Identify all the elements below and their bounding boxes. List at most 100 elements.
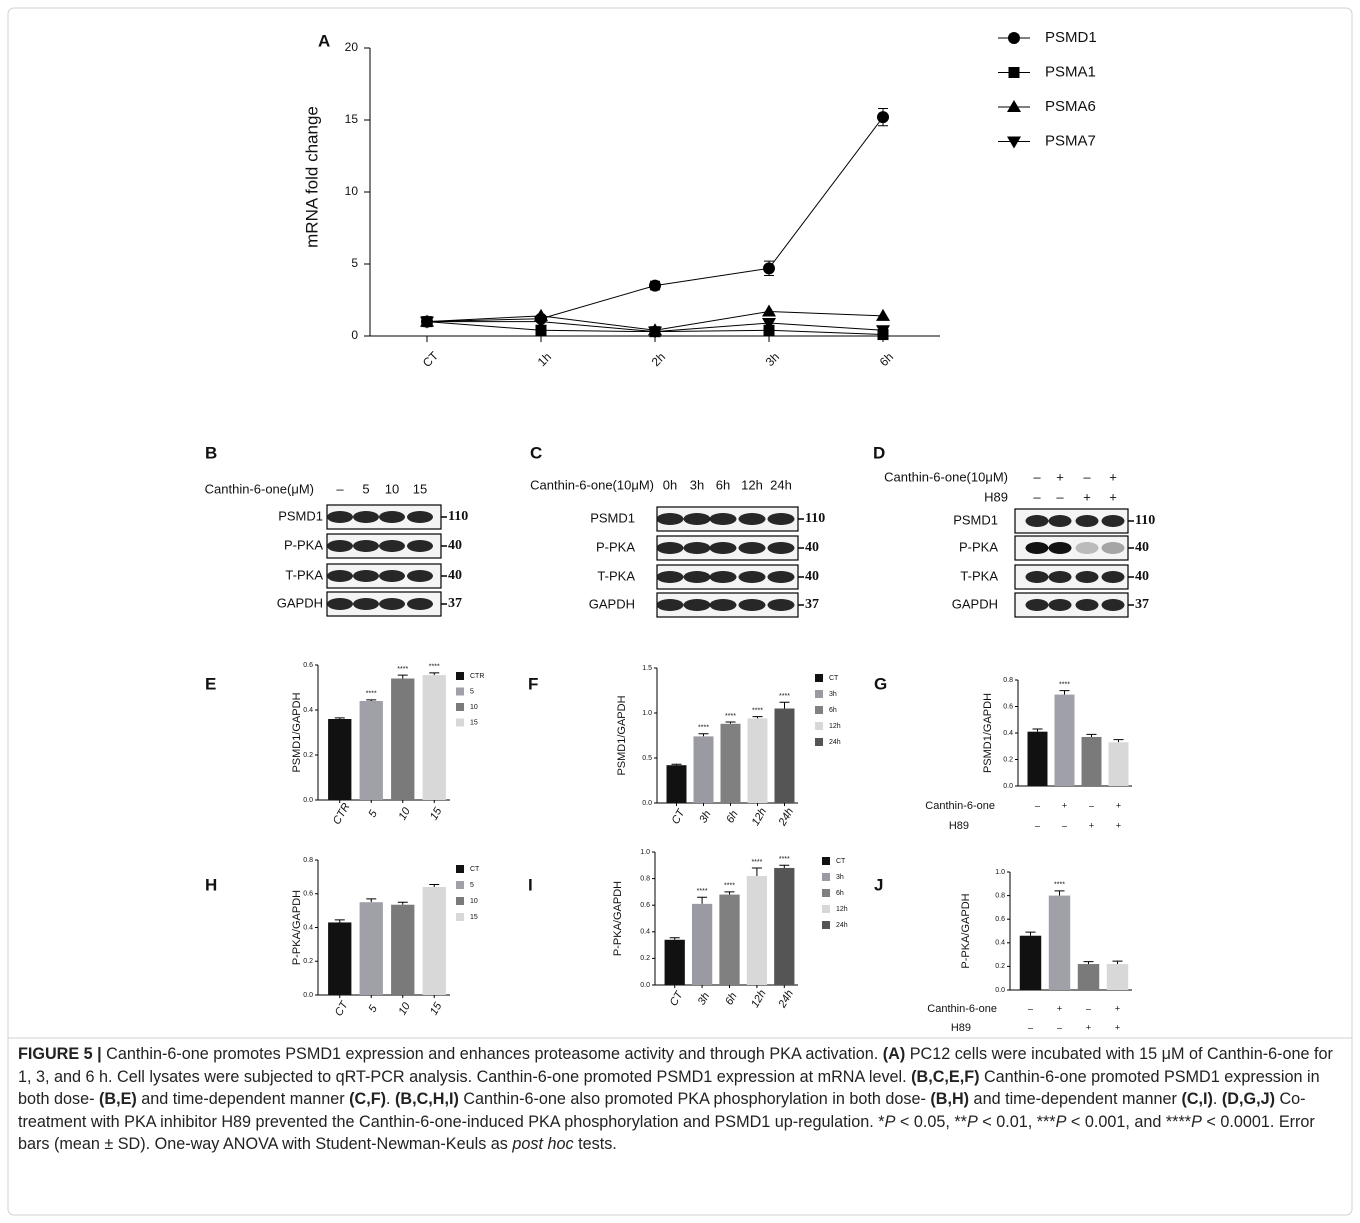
legend-label: 10 bbox=[470, 898, 478, 905]
blot-band bbox=[657, 542, 684, 554]
x-tick-label: 3h bbox=[763, 350, 782, 369]
caption-part: (C,I) bbox=[1181, 1090, 1212, 1108]
panel-label: A bbox=[318, 31, 330, 50]
significance: **** bbox=[779, 693, 790, 700]
legend-label: PSMA1 bbox=[1045, 63, 1096, 80]
caption-part: P bbox=[1191, 1113, 1202, 1131]
y-tick-label: 0.2 bbox=[995, 963, 1005, 970]
y-axis-label: P-PKA/GAPDH bbox=[612, 881, 624, 956]
x-tick-label: 6h bbox=[877, 350, 896, 369]
size-label: 37 bbox=[1135, 597, 1149, 612]
error-bar bbox=[1060, 691, 1070, 695]
x-tick-label: 3h bbox=[697, 809, 714, 826]
bar bbox=[1020, 936, 1041, 990]
y-tick-label: 0.2 bbox=[303, 752, 313, 759]
condition-value: – bbox=[1035, 800, 1040, 810]
condition-value: + bbox=[1115, 1003, 1120, 1013]
legend-swatch bbox=[456, 688, 464, 696]
condition-value: – bbox=[1057, 1022, 1062, 1032]
lane-label: 12h bbox=[741, 477, 763, 492]
bar bbox=[774, 868, 794, 985]
x-tick-label: 15 bbox=[428, 1000, 445, 1017]
row-label: PSMD1 bbox=[590, 510, 635, 525]
significance: **** bbox=[751, 859, 762, 866]
row-label: GAPDH bbox=[952, 596, 998, 611]
lane-label: 15 bbox=[413, 481, 427, 496]
size-label: 40 bbox=[1135, 569, 1149, 584]
blot-band bbox=[1076, 571, 1099, 583]
x-tick-label: 5 bbox=[366, 1003, 380, 1015]
caption-part: (D,G,J) bbox=[1222, 1090, 1275, 1108]
x-tick-label: 5 bbox=[366, 808, 380, 820]
legend-label: 12h bbox=[836, 906, 848, 913]
blot-band bbox=[379, 511, 405, 523]
x-tick-label: 24h bbox=[776, 988, 796, 1011]
legend-label: 6h bbox=[836, 890, 844, 897]
blot-band bbox=[1102, 515, 1125, 527]
legend-label: CT bbox=[470, 866, 480, 873]
x-tick-label: CTR bbox=[331, 801, 353, 827]
y-tick-label: 5 bbox=[351, 256, 358, 270]
y-tick-label: 0.8 bbox=[640, 875, 650, 882]
error-bar bbox=[726, 722, 736, 724]
y-tick-label: 0.5 bbox=[642, 755, 652, 762]
x-tick-label: 12h bbox=[749, 988, 769, 1010]
blot-band bbox=[768, 571, 795, 583]
condition-name: H89 bbox=[949, 820, 969, 832]
bar bbox=[423, 675, 446, 800]
condition-value: – bbox=[1028, 1022, 1033, 1032]
legend-label: CTR bbox=[470, 673, 484, 680]
caption-part: (B,E) bbox=[99, 1090, 137, 1108]
treatment-name: Canthin-6-one(μM) bbox=[205, 481, 314, 496]
lane-label: – bbox=[336, 481, 344, 496]
y-tick-label: 0.0 bbox=[303, 992, 313, 999]
y-tick-label: 1.5 bbox=[642, 665, 652, 672]
row-label: P-PKA bbox=[284, 537, 323, 552]
y-tick-label: 0.8 bbox=[995, 892, 1005, 899]
blot-band bbox=[407, 570, 433, 582]
blot-band bbox=[1049, 542, 1072, 554]
legend-label: 3h bbox=[836, 874, 844, 881]
blot-band bbox=[327, 570, 353, 582]
legend-label: 15 bbox=[470, 914, 478, 921]
y-tick-label: 15 bbox=[345, 112, 359, 126]
caption-part: (A) bbox=[883, 1045, 905, 1063]
legend-swatch bbox=[456, 719, 464, 727]
blot-band bbox=[1026, 571, 1049, 583]
blot-band bbox=[710, 571, 737, 583]
blot-band bbox=[407, 511, 433, 523]
row-label: T-PKA bbox=[285, 567, 323, 582]
error-bar bbox=[335, 718, 345, 719]
error-bar bbox=[697, 897, 707, 904]
error-bar bbox=[780, 702, 790, 708]
legend-label: 24h bbox=[829, 739, 841, 746]
lane-label: – bbox=[1056, 489, 1064, 504]
point bbox=[762, 305, 776, 317]
size-label: 37 bbox=[448, 596, 462, 611]
y-axis-label: PSMD1/GAPDH bbox=[982, 693, 994, 773]
blot-band bbox=[739, 571, 766, 583]
legend-label: CT bbox=[836, 858, 846, 865]
significance: **** bbox=[724, 883, 735, 890]
x-tick-label: 2h bbox=[649, 350, 668, 369]
page: Figure 5 body { margin: 0; width: 1360px… bbox=[0, 0, 1360, 1223]
error-bar bbox=[429, 673, 439, 675]
blot-band bbox=[379, 540, 405, 552]
legend-marker bbox=[1007, 137, 1021, 149]
y-axis-label: P-PKA/GAPDH bbox=[960, 893, 972, 968]
legend-marker bbox=[1009, 67, 1020, 78]
y-tick-label: 0.4 bbox=[995, 940, 1005, 947]
y-tick-label: 0.0 bbox=[303, 797, 313, 804]
legend-label: CT bbox=[829, 675, 839, 682]
x-tick-label: 24h bbox=[776, 806, 796, 829]
legend-label: 15 bbox=[470, 719, 478, 726]
condition-value: – bbox=[1062, 820, 1067, 830]
error-bar bbox=[1087, 734, 1097, 737]
caption-part: P bbox=[967, 1113, 978, 1131]
y-tick-label: 0.2 bbox=[1003, 756, 1013, 763]
blot-band bbox=[739, 513, 766, 525]
y-tick-label: 0.4 bbox=[303, 924, 313, 931]
figure: A05101520mRNA fold changeCT1h2h3h6hPSMD1… bbox=[0, 0, 1360, 1223]
legend-swatch bbox=[822, 889, 830, 897]
x-tick-label: CT bbox=[333, 998, 351, 1018]
